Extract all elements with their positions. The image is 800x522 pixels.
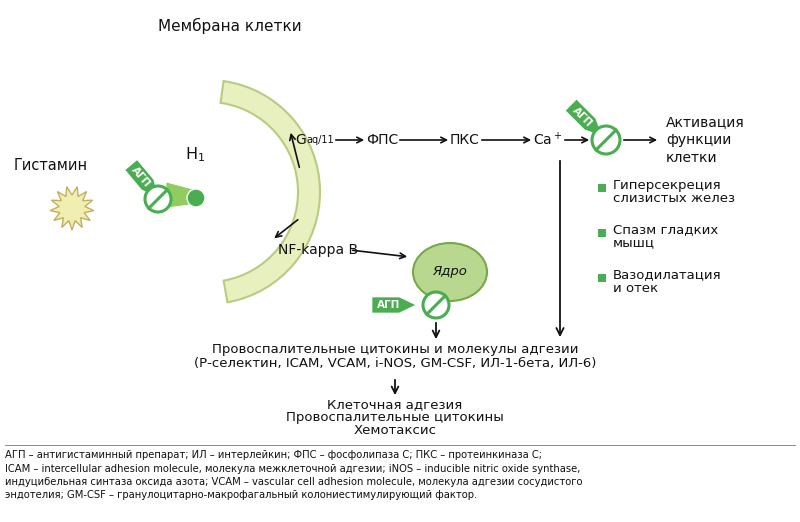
Text: NF-kappa B: NF-kappa B — [278, 243, 358, 257]
Text: Хемотаксис: Хемотаксис — [354, 424, 437, 437]
Text: АГП: АГП — [377, 300, 401, 310]
Polygon shape — [566, 99, 602, 136]
Polygon shape — [372, 297, 416, 313]
Circle shape — [423, 292, 449, 318]
Text: АГП – антигистаминный препарат; ИЛ – интерлейкин; ФПС – фосфолипаза С; ПКС – про: АГП – антигистаминный препарат; ИЛ – инт… — [5, 450, 542, 460]
Text: Клеточная адгезия: Клеточная адгезия — [327, 398, 462, 411]
Text: Гиперсекреция: Гиперсекреция — [613, 179, 722, 192]
Polygon shape — [50, 187, 94, 230]
Circle shape — [187, 189, 205, 207]
Bar — [598, 229, 606, 237]
Circle shape — [145, 186, 171, 212]
Text: эндотелия; GM-CSF – гранулоцитарно-макрофагальный колониестимулирующий фактор.: эндотелия; GM-CSF – гранулоцитарно-макро… — [5, 491, 478, 501]
Text: G: G — [295, 133, 306, 147]
Text: H$_1$: H$_1$ — [185, 146, 205, 164]
Ellipse shape — [413, 243, 487, 301]
Polygon shape — [125, 160, 158, 197]
Circle shape — [592, 126, 620, 154]
Text: Провоспалительные цитокины и молекулы адгезии: Провоспалительные цитокины и молекулы ад… — [212, 342, 578, 355]
Text: индуцибельная синтаза оксида азота; VCAM – vascular cell adhesion molecule, моле: индуцибельная синтаза оксида азота; VCAM… — [5, 477, 582, 487]
Text: Провоспалительные цитокины: Провоспалительные цитокины — [286, 411, 504, 424]
Text: Ca$^+$: Ca$^+$ — [534, 132, 562, 149]
Bar — [598, 184, 606, 192]
Text: АГП: АГП — [571, 105, 594, 128]
Text: Мембрана клетки: Мембрана клетки — [158, 18, 302, 34]
Text: Спазм гладких: Спазм гладких — [613, 223, 718, 236]
Text: Ядро: Ядро — [433, 266, 467, 279]
Text: АГП: АГП — [130, 165, 153, 189]
Text: (Р-селектин, ICAM, VCAM, i-NOS, GM-CSF, ИЛ-1-бета, ИЛ-6): (Р-селектин, ICAM, VCAM, i-NOS, GM-CSF, … — [194, 357, 596, 370]
Text: Гистамин: Гистамин — [14, 158, 88, 172]
Text: Активация
функции
клетки: Активация функции клетки — [666, 115, 745, 165]
Text: aq/11: aq/11 — [306, 135, 334, 145]
Bar — [598, 274, 606, 282]
Polygon shape — [166, 182, 196, 208]
Text: ICAM – intercellular adhesion molecule, молекула межклеточной адгезии; iNOS – in: ICAM – intercellular adhesion molecule, … — [5, 464, 580, 473]
Wedge shape — [221, 81, 320, 302]
Text: мышц: мышц — [613, 236, 655, 250]
Text: ПКС: ПКС — [450, 133, 480, 147]
Text: ФПС: ФПС — [366, 133, 398, 147]
Text: слизистых желез: слизистых желез — [613, 192, 735, 205]
Text: и отек: и отек — [613, 281, 658, 294]
Text: Вазодилатация: Вазодилатация — [613, 268, 722, 281]
